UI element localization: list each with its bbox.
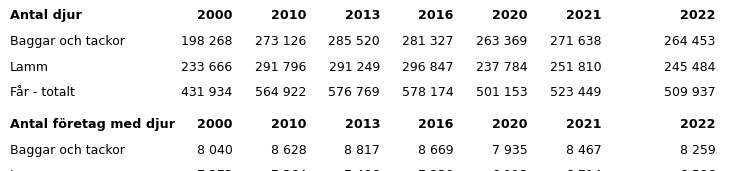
Text: 501 153: 501 153 — [476, 86, 528, 99]
Text: 2020: 2020 — [492, 9, 528, 22]
Text: 251 810: 251 810 — [550, 61, 601, 74]
Text: 576 769: 576 769 — [328, 86, 380, 99]
Text: Antal djur: Antal djur — [10, 9, 81, 22]
Text: 281 327: 281 327 — [402, 35, 454, 48]
Text: 264 453: 264 453 — [664, 35, 716, 48]
Text: 2000: 2000 — [197, 118, 232, 131]
Text: 2010: 2010 — [271, 9, 306, 22]
Text: 8 467: 8 467 — [566, 144, 601, 157]
Text: 2013: 2013 — [345, 9, 380, 22]
Text: 2016: 2016 — [418, 9, 454, 22]
Text: 271 638: 271 638 — [550, 35, 601, 48]
Text: 6 714: 6 714 — [566, 169, 601, 171]
Text: Lamm: Lamm — [10, 61, 49, 74]
Text: 6 113: 6 113 — [492, 169, 528, 171]
Text: 2021: 2021 — [566, 9, 601, 22]
Text: 564 922: 564 922 — [255, 86, 306, 99]
Text: 291 249: 291 249 — [329, 61, 380, 74]
Text: 2022: 2022 — [680, 118, 716, 131]
Text: 2022: 2022 — [680, 9, 716, 22]
Text: 8 259: 8 259 — [680, 144, 716, 157]
Text: 263 369: 263 369 — [477, 35, 528, 48]
Text: 273 126: 273 126 — [255, 35, 306, 48]
Text: 7 935: 7 935 — [492, 144, 528, 157]
Text: 296 847: 296 847 — [402, 61, 454, 74]
Text: 7 230: 7 230 — [418, 169, 454, 171]
Text: Baggar och tackor: Baggar och tackor — [10, 144, 125, 157]
Text: 8 628: 8 628 — [271, 144, 306, 157]
Text: 198 268: 198 268 — [181, 35, 232, 48]
Text: Lamm: Lamm — [10, 169, 49, 171]
Text: 431 934: 431 934 — [182, 86, 232, 99]
Text: 245 484: 245 484 — [664, 61, 716, 74]
Text: 2013: 2013 — [345, 118, 380, 131]
Text: Får - totalt: Får - totalt — [10, 86, 75, 99]
Text: 2010: 2010 — [271, 118, 306, 131]
Text: 578 174: 578 174 — [402, 86, 454, 99]
Text: Baggar och tackor: Baggar och tackor — [10, 35, 125, 48]
Text: 2000: 2000 — [197, 9, 232, 22]
Text: 7 406: 7 406 — [345, 169, 380, 171]
Text: 237 784: 237 784 — [476, 61, 528, 74]
Text: 8 040: 8 040 — [196, 144, 232, 157]
Text: 285 520: 285 520 — [328, 35, 380, 48]
Text: 8 669: 8 669 — [418, 144, 454, 157]
Text: 7 364: 7 364 — [271, 169, 306, 171]
Text: 6 586: 6 586 — [680, 169, 716, 171]
Text: 291 796: 291 796 — [255, 61, 306, 74]
Text: 509 937: 509 937 — [664, 86, 716, 99]
Text: 2020: 2020 — [492, 118, 528, 131]
Text: Antal företag med djur: Antal företag med djur — [10, 118, 175, 131]
Text: 233 666: 233 666 — [182, 61, 232, 74]
Text: 2016: 2016 — [418, 118, 454, 131]
Text: 523 449: 523 449 — [550, 86, 601, 99]
Text: 2021: 2021 — [566, 118, 601, 131]
Text: 7 272: 7 272 — [197, 169, 232, 171]
Text: 8 817: 8 817 — [344, 144, 380, 157]
